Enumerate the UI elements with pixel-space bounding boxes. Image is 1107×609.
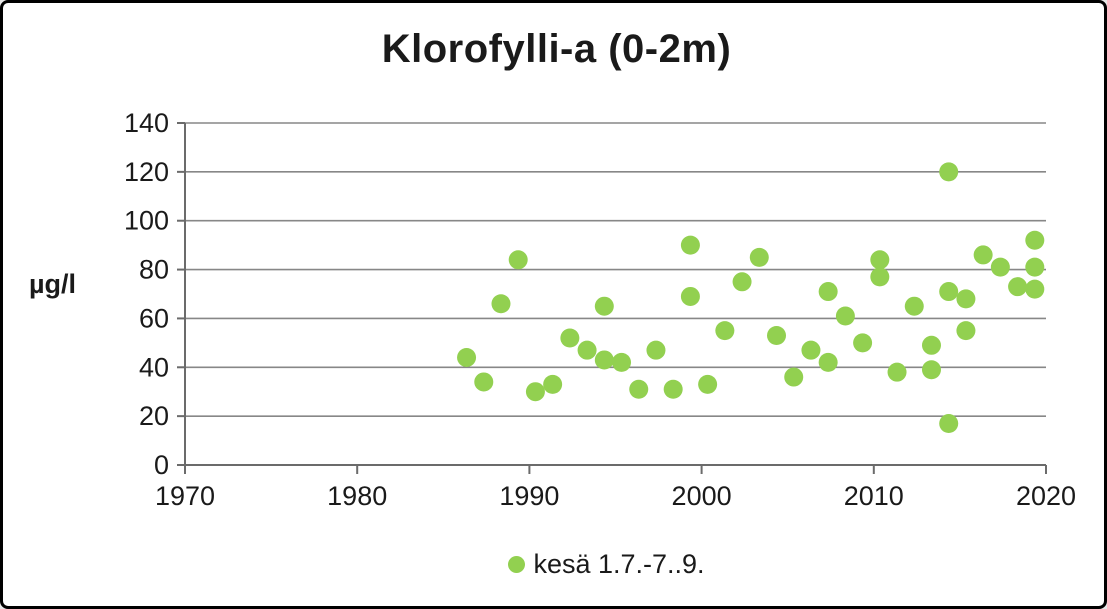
- y-tick-label: 120: [124, 157, 169, 187]
- data-point: [870, 250, 890, 270]
- y-tick-label: 60: [139, 303, 169, 333]
- data-point: [698, 374, 718, 394]
- data-point: [904, 296, 924, 316]
- data-point: [939, 413, 959, 433]
- data-point: [646, 340, 666, 360]
- y-tick-label: 20: [139, 401, 169, 431]
- data-point: [457, 348, 477, 368]
- plot-area: 0 20 40 60 80 100 120 140 1970 1980 1990 2000 2010 20…: [124, 108, 1076, 511]
- data-point: [956, 289, 976, 309]
- legend-label: kesä 1.7.-7..9.: [533, 549, 705, 579]
- data-point: [525, 382, 545, 402]
- data-point: [715, 321, 735, 341]
- data-point: [474, 372, 494, 392]
- data-point: [663, 379, 683, 399]
- data-point: [1025, 257, 1045, 277]
- data-point: [1008, 277, 1028, 297]
- data-point: [594, 296, 614, 316]
- data-point: [870, 267, 890, 287]
- data-point: [767, 326, 787, 346]
- data-point: [818, 282, 838, 302]
- x-tick-label: 2000: [672, 481, 732, 511]
- data-point: [749, 247, 769, 267]
- data-point: [577, 340, 597, 360]
- data-point: [853, 333, 873, 353]
- x-tick-label: 2010: [844, 481, 904, 511]
- data-point: [939, 282, 959, 302]
- x-tick-label: 2020: [1016, 481, 1076, 511]
- y-tick-label: 0: [154, 450, 169, 480]
- data-point: [594, 350, 614, 370]
- data-point: [973, 245, 993, 265]
- data-point: [543, 374, 563, 394]
- legend: kesä 1.7.-7..9.: [103, 549, 1104, 580]
- data-point: [629, 379, 649, 399]
- chart-title: Klorofylli-a (0-2m): [381, 27, 732, 71]
- data-point: [680, 286, 700, 306]
- data-point: [818, 352, 838, 372]
- y-axis-label: µg/l: [29, 269, 77, 299]
- y-tick-label: 40: [139, 352, 169, 382]
- data-point: [1025, 230, 1045, 250]
- data-point: [921, 360, 941, 380]
- data-point: [1025, 279, 1045, 299]
- y-tick-label: 80: [139, 255, 169, 285]
- y-tick-label: 100: [124, 206, 169, 236]
- legend-marker-icon: [508, 556, 526, 573]
- data-point: [784, 367, 804, 387]
- data-point: [939, 162, 959, 182]
- data-point: [835, 306, 855, 326]
- data-point: [560, 328, 580, 348]
- data-point: [990, 257, 1010, 277]
- x-tick-label: 1970: [155, 481, 215, 511]
- data-point: [956, 321, 976, 341]
- data-point: [732, 272, 752, 292]
- x-tick-label: 1980: [327, 481, 387, 511]
- data-point: [921, 335, 941, 355]
- y-tick-label: 140: [124, 108, 169, 138]
- data-point: [612, 352, 632, 372]
- data-point: [508, 250, 528, 270]
- data-point: [801, 340, 821, 360]
- x-tick-label: 1990: [499, 481, 559, 511]
- data-point: [887, 362, 907, 382]
- data-point: [680, 235, 700, 255]
- data-point: [491, 294, 511, 314]
